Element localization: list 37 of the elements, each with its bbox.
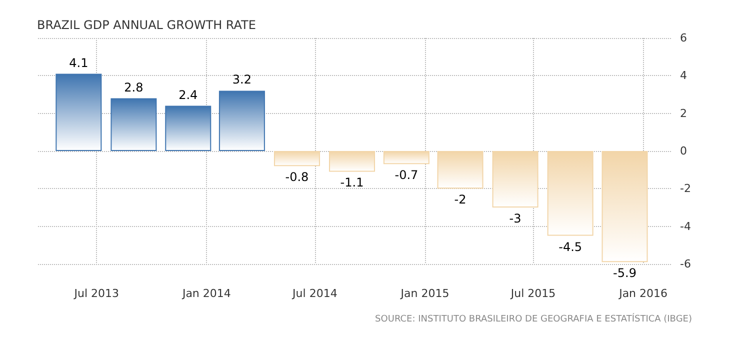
x-tick-label: Jul 2015	[510, 287, 556, 300]
x-tick-label: Jan 2015	[400, 287, 450, 300]
data-label: -0.8	[285, 170, 309, 184]
data-label: -4.5	[558, 240, 582, 254]
bar	[602, 151, 648, 262]
y-tick-label: 6	[680, 32, 687, 44]
x-tick-label: Jan 2016	[618, 287, 668, 300]
data-label: -2	[454, 192, 466, 207]
y-tick-label: 4	[680, 69, 687, 82]
bar	[492, 151, 538, 208]
data-label: 2.4	[178, 88, 198, 102]
bar	[165, 106, 212, 151]
bar	[383, 151, 430, 164]
chart-title: BRAZIL GDP ANNUAL GROWTH RATE	[37, 18, 256, 32]
data-label: 3.2	[232, 72, 252, 87]
y-tick-label: -6	[680, 258, 691, 270]
bar	[110, 98, 157, 151]
data-label: -1.1	[340, 176, 364, 190]
y-tick-label: -2	[680, 182, 691, 196]
y-tick-label: -4	[680, 220, 691, 233]
x-tick-label: Jul 2014	[292, 287, 338, 300]
data-label: -0.7	[394, 168, 418, 182]
bar	[329, 151, 376, 172]
data-label: 4.1	[69, 56, 88, 70]
data-label: -5.9	[613, 266, 636, 280]
y-tick-label: 2	[680, 106, 687, 120]
data-label: -3	[509, 212, 522, 226]
bar	[547, 151, 594, 236]
bar	[56, 74, 102, 151]
x-tick-label: Jul 2013	[73, 287, 119, 300]
bar	[437, 151, 484, 189]
bar	[218, 90, 265, 151]
data-label: 2.8	[124, 80, 144, 94]
source-note: SOURCE: INSTITUTO BRASILEIRO DE GEOGRAFIA E ESTATÍSTICA (IBGE)	[375, 312, 692, 324]
x-tick-label: Jan 2014	[181, 287, 231, 300]
y-tick-label: 0	[680, 144, 687, 158]
bar	[274, 151, 320, 166]
